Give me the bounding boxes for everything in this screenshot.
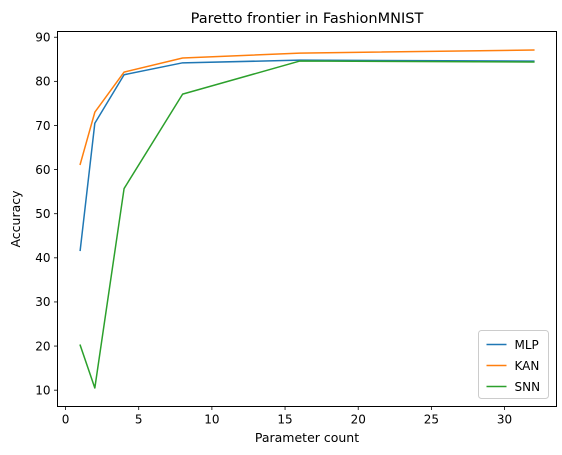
y-tick-label: 40: [35, 251, 50, 265]
x-axis-label: Parameter count: [255, 430, 359, 445]
plot-background: [57, 31, 557, 407]
x-tick-label: 0: [62, 413, 70, 427]
y-tick-label: 60: [35, 163, 50, 177]
plot-frame: [57, 31, 557, 407]
series-line-snn: [79, 60, 535, 389]
x-tick-label: 25: [424, 413, 439, 427]
y-tick-label: 50: [35, 207, 50, 221]
legend-label-kan: KAN: [515, 359, 540, 373]
x-axis: 0 5 10 15 20 25 30: [62, 406, 512, 427]
y-tick-label: 30: [35, 295, 50, 309]
y-tick-label: 10: [35, 383, 50, 397]
x-tick-label: 5: [135, 413, 143, 427]
y-tick-label: 70: [35, 119, 50, 133]
chart-title: Paretto frontier in FashionMNIST: [191, 11, 424, 27]
y-tick-label: 80: [35, 75, 50, 89]
legend: MLP KAN SNN: [478, 330, 549, 399]
x-tick-label: 20: [351, 413, 366, 427]
series-lines: [79, 49, 535, 389]
series-line-mlp: [79, 59, 535, 252]
y-axis-label: Accuracy: [8, 190, 23, 248]
y-tick-label: 20: [35, 339, 50, 353]
x-tick-label: 10: [204, 413, 219, 427]
legend-label-snn: SNN: [515, 380, 541, 394]
y-axis: 10 20 30 40 50 60 70 80 90: [35, 31, 58, 397]
y-tick-label: 90: [35, 31, 50, 45]
x-tick-label: 30: [497, 413, 512, 427]
x-tick-label: 15: [277, 413, 292, 427]
series-line-kan: [79, 49, 535, 166]
legend-label-mlp: MLP: [515, 338, 539, 352]
legend-box: [478, 330, 549, 399]
plot-area: [57, 31, 557, 407]
